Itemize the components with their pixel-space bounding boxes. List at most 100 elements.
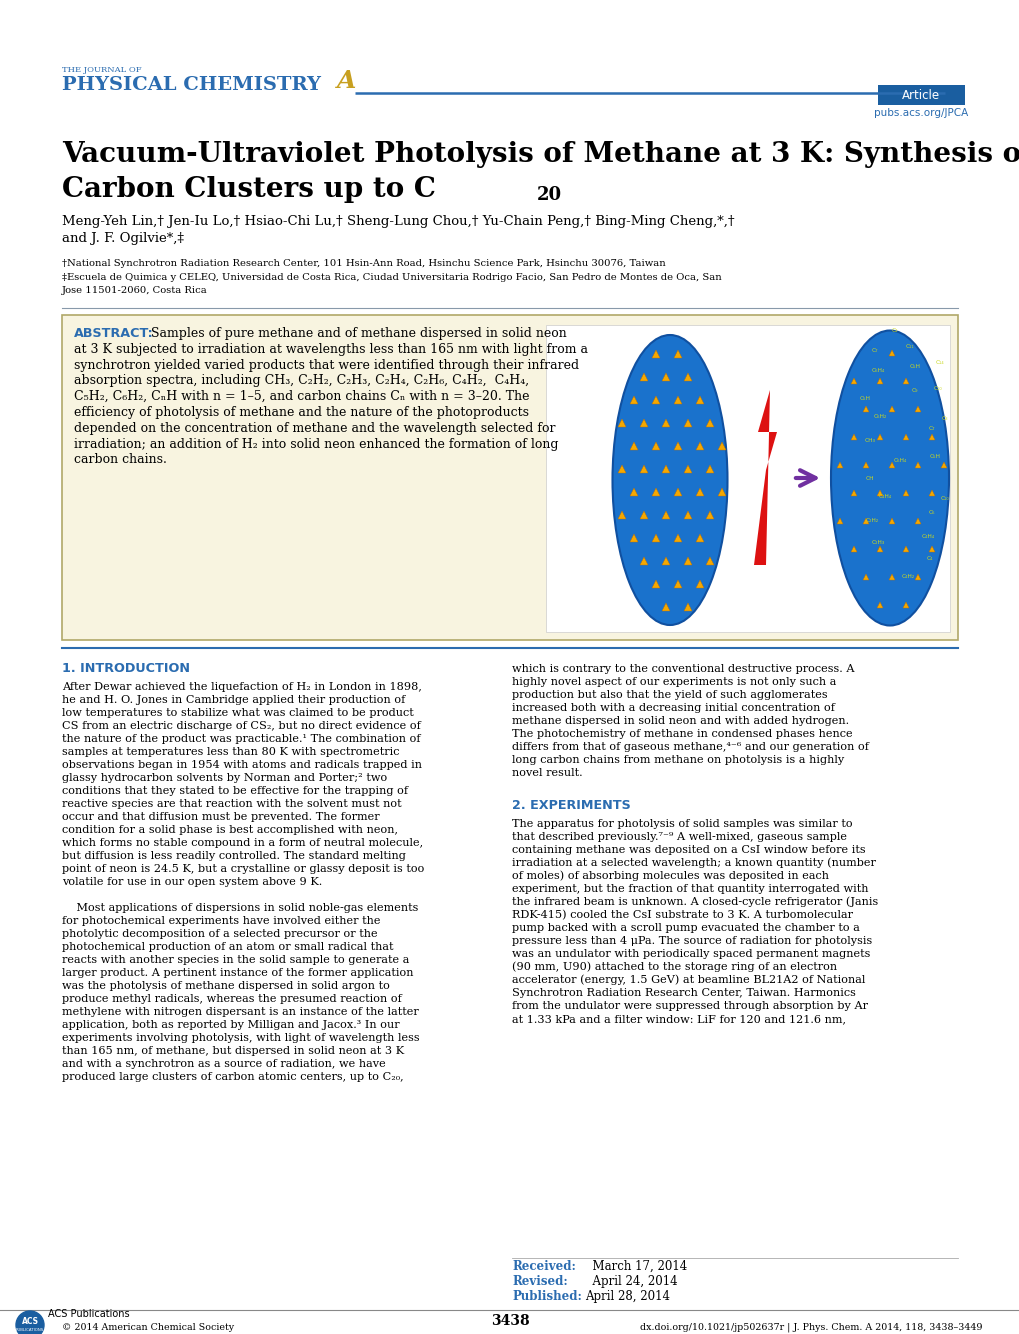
Text: was the photolysis of methane dispersed in solid argon to: was the photolysis of methane dispersed … [62,980,389,991]
Text: Synchrotron Radiation Research Center, Taiwan. Harmonics: Synchrotron Radiation Research Center, T… [512,988,855,998]
Text: C₁₁: C₁₁ [905,343,913,348]
Text: 20: 20 [536,185,561,204]
Circle shape [16,1311,44,1334]
Text: which forms no stable compound in a form of neutral molecule,: which forms no stable compound in a form… [62,838,423,848]
Text: depended on the concentration of methane and the wavelength selected for: depended on the concentration of methane… [74,422,555,435]
Text: The apparatus for photolysis of solid samples was similar to: The apparatus for photolysis of solid sa… [512,819,852,828]
Text: produced large clusters of carbon atomic centers, up to C₂₀,: produced large clusters of carbon atomic… [62,1073,404,1082]
Text: C₅H: C₅H [909,363,919,368]
Text: volatile for use in our open system above 9 K.: volatile for use in our open system abov… [62,876,322,887]
Text: irradiation at a selected wavelength; a known quantity (number: irradiation at a selected wavelength; a … [512,858,875,868]
Text: increased both with a decreasing initial concentration of: increased both with a decreasing initial… [512,703,835,712]
Text: experiments involving photolysis, with light of wavelength less: experiments involving photolysis, with l… [62,1033,419,1043]
Text: long carbon chains from methane on photolysis is a highly: long carbon chains from methane on photo… [512,755,844,764]
Text: the nature of the product was practicable.¹ The combination of: the nature of the product was practicabl… [62,734,420,744]
Text: application, both as reported by Milligan and Jacox.³ In our: application, both as reported by Milliga… [62,1021,399,1030]
Text: and with a synchrotron as a source of radiation, we have: and with a synchrotron as a source of ra… [62,1059,385,1069]
Text: photolytic decomposition of a selected precursor or the: photolytic decomposition of a selected p… [62,928,377,939]
Text: point of neon is 24.5 K, but a crystalline or glassy deposit is too: point of neon is 24.5 K, but a crystalli… [62,864,424,874]
Text: ‡Escuela de Quimica y CELEQ, Universidad de Costa Rica, Ciudad Universitaria Rod: ‡Escuela de Quimica y CELEQ, Universidad… [62,273,721,281]
Text: the infrared beam is unknown. A closed-cycle refrigerator (Janis: the infrared beam is unknown. A closed-c… [512,896,877,907]
Text: C₄: C₄ [926,555,932,560]
Text: of moles) of absorbing molecules was deposited in each: of moles) of absorbing molecules was dep… [512,871,828,880]
Text: (90 mm, U90) attached to the storage ring of an electron: (90 mm, U90) attached to the storage rin… [512,962,837,972]
Text: RDK-415) cooled the CsI substrate to 3 K. A turbomolecular: RDK-415) cooled the CsI substrate to 3 K… [512,910,852,920]
Text: CS from an electric discharge of CS₂, but no direct evidence of: CS from an electric discharge of CS₂, bu… [62,720,421,731]
Text: Revised:: Revised: [512,1275,568,1289]
Text: 2. EXPERIMENTS: 2. EXPERIMENTS [512,799,630,812]
Text: glassy hydrocarbon solvents by Norman and Porter;² two: glassy hydrocarbon solvents by Norman an… [62,772,387,783]
Text: C₃: C₃ [891,328,898,332]
Text: photochemical production of an atom or small radical that: photochemical production of an atom or s… [62,942,393,952]
Text: that described previously.⁷⁻⁹ A well-mixed, gaseous sample: that described previously.⁷⁻⁹ A well-mix… [512,832,846,842]
Text: CH: CH [865,475,873,480]
Ellipse shape [611,335,727,626]
Text: than 165 nm, of methane, but dispersed in solid neon at 3 K: than 165 nm, of methane, but dispersed i… [62,1046,404,1057]
Text: production but also that the yield of such agglomerates: production but also that the yield of su… [512,690,826,700]
Text: April 28, 2014: April 28, 2014 [585,1290,669,1303]
Text: C₁₀: C₁₀ [940,495,949,500]
FancyBboxPatch shape [62,315,957,640]
Text: C₈: C₈ [941,415,948,420]
Text: C₆H₂: C₆H₂ [872,414,886,419]
Text: C₄H₄: C₄H₄ [877,494,891,499]
Text: CH₃: CH₃ [864,438,874,443]
Text: C₄H₂: C₄H₂ [901,574,914,579]
Text: C₅H: C₅H [928,454,940,459]
Text: Article: Article [901,89,940,101]
Text: C₁₄: C₁₄ [934,360,944,366]
Text: Samples of pure methane and of methane dispersed in solid neon: Samples of pure methane and of methane d… [151,327,567,340]
Text: low temperatures to stabilize what was claimed to be product: low temperatures to stabilize what was c… [62,708,414,718]
Text: ACS Publications: ACS Publications [48,1309,129,1319]
Text: Most applications of dispersions in solid noble-gas elements: Most applications of dispersions in soli… [62,903,418,912]
Text: Meng-Yeh Lin,† Jen-Iu Lo,† Hsiao-Chi Lu,† Sheng-Lung Chou,† Yu-Chain Peng,† Bing: Meng-Yeh Lin,† Jen-Iu Lo,† Hsiao-Chi Lu,… [62,215,734,228]
Text: C₇: C₇ [928,426,934,431]
Text: methylene with nitrogen dispersant is an instance of the latter: methylene with nitrogen dispersant is an… [62,1007,419,1017]
Text: produce methyl radicals, whereas the presumed reaction of: produce methyl radicals, whereas the pre… [62,994,401,1005]
Text: he and H. O. Jones in Cambridge applied their production of: he and H. O. Jones in Cambridge applied … [62,695,405,704]
Text: March 17, 2014: March 17, 2014 [585,1261,687,1273]
Text: containing methane was deposited on a CsI window before its: containing methane was deposited on a Cs… [512,844,865,855]
Text: but diffusion is less readily controlled. The standard melting: but diffusion is less readily controlled… [62,851,406,860]
Polygon shape [753,390,776,566]
Text: and J. F. Ogilvie*,‡: and J. F. Ogilvie*,‡ [62,232,183,245]
Text: ACS: ACS [21,1318,39,1326]
Text: THE JOURNAL OF: THE JOURNAL OF [62,65,142,73]
Text: accelerator (energy, 1.5 GeV) at beamline BL21A2 of National: accelerator (energy, 1.5 GeV) at beamlin… [512,974,864,984]
Text: © 2014 American Chemical Society: © 2014 American Chemical Society [62,1323,234,1333]
Text: pressure less than 4 μPa. The source of radiation for photolysis: pressure less than 4 μPa. The source of … [512,936,871,946]
Text: experiment, but the fraction of that quantity interrogated with: experiment, but the fraction of that qua… [512,884,867,894]
Text: dx.doi.org/10.1021/jp502637r | J. Phys. Chem. A 2014, 118, 3438–3449: dx.doi.org/10.1021/jp502637r | J. Phys. … [639,1323,981,1333]
Text: samples at temperatures less than 80 K with spectrometric: samples at temperatures less than 80 K w… [62,747,399,756]
Text: The photochemistry of methane in condensed phases hence: The photochemistry of methane in condens… [512,728,852,739]
Text: highly novel aspect of our experiments is not only such a: highly novel aspect of our experiments i… [512,676,836,687]
Text: synchrotron yielded varied products that were identified through their infrared: synchrotron yielded varied products that… [74,359,579,372]
Text: C₅H: C₅H [859,395,869,400]
Text: occur and that diffusion must be prevented. The former: occur and that diffusion must be prevent… [62,812,379,822]
Text: methane dispersed in solid neon and with added hydrogen.: methane dispersed in solid neon and with… [512,716,848,726]
Text: condition for a solid phase is best accomplished with neon,: condition for a solid phase is best acco… [62,824,397,835]
Text: Jose 11501-2060, Costa Rica: Jose 11501-2060, Costa Rica [62,285,208,295]
Text: at 3 K subjected to irradiation at wavelengths less than 165 nm with light from : at 3 K subjected to irradiation at wavel… [74,343,587,356]
Text: C₁₀: C₁₀ [932,386,942,391]
Text: pubs.acs.org/JPCA: pubs.acs.org/JPCA [873,108,967,117]
Text: Published:: Published: [512,1290,581,1303]
Text: for photochemical experiments have involved either the: for photochemical experiments have invol… [62,916,380,926]
Text: C₉: C₉ [911,387,917,392]
Text: PUBLICATIONS: PUBLICATIONS [16,1329,44,1333]
FancyBboxPatch shape [877,85,964,105]
Text: 1. INTRODUCTION: 1. INTRODUCTION [62,662,190,675]
Text: reacts with another species in the solid sample to generate a: reacts with another species in the solid… [62,955,409,964]
Text: C₆H₄: C₆H₄ [893,458,906,463]
Text: After Dewar achieved the liquefaction of H₂ in London in 1898,: After Dewar achieved the liquefaction of… [62,682,422,692]
Ellipse shape [830,331,948,626]
Text: observations began in 1954 with atoms and radicals trapped in: observations began in 1954 with atoms an… [62,760,422,770]
Text: from the undulator were suppressed through absorption by Ar: from the undulator were suppressed throu… [512,1000,867,1011]
Text: April 24, 2014: April 24, 2014 [585,1275,677,1289]
Text: which is contrary to the conventional destructive process. A: which is contrary to the conventional de… [512,664,854,674]
Text: A: A [336,69,356,93]
Text: novel result.: novel result. [512,768,582,778]
Text: C₆: C₆ [928,511,934,515]
Text: 3438: 3438 [490,1314,529,1329]
Text: C₂H₃: C₂H₃ [870,540,883,546]
